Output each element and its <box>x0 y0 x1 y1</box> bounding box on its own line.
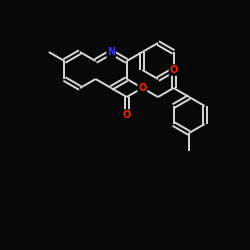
Text: O: O <box>138 83 146 93</box>
Text: O: O <box>123 110 131 120</box>
Text: N: N <box>107 47 115 57</box>
Text: O: O <box>170 65 178 75</box>
